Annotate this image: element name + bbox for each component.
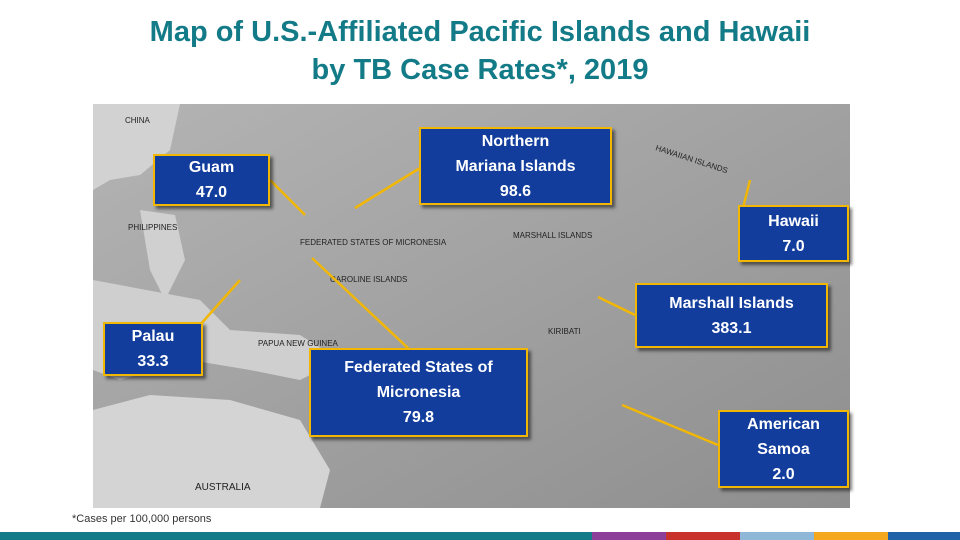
map-label: CHINA [125,116,151,125]
callout: Federated States of Micronesia 79.8 [309,348,528,437]
callout-rate: 7.0 [782,237,805,255]
leader-line [597,295,636,317]
callout-rate: 47.0 [195,184,228,201]
callout: Northern Mariana Islands 98.6 [419,127,612,205]
stripe [592,532,666,540]
land [93,104,180,190]
stripe [888,532,960,540]
callout: American Samoa 2.0 [718,410,849,488]
callout-name: Northern Mariana Islands [455,132,576,175]
map-label: MARSHALL ISLANDS [513,231,592,240]
map-label: PAPUA NEW GUINEA [258,339,339,348]
map-label: KIRIBATI [548,327,581,336]
stripe [740,532,814,540]
leaders [199,166,752,447]
callout: Marshall Islands 383.1 [635,283,828,348]
callout-name: Federated States of Micronesia [344,359,493,401]
callout-rate: 2.0 [772,465,795,483]
callout: Hawaii 7.0 [738,205,849,262]
land [93,395,330,508]
map-label: CAROLINE ISLANDS [330,275,407,284]
callout: Palau 33.3 [103,322,203,376]
callout-name: Hawaii [768,212,819,230]
map-label: FEDERATED STATES OF MICRONESIA [300,238,447,247]
leader-line [269,179,306,216]
callout-rate: 383.1 [711,319,752,337]
land [140,210,185,300]
leader-line [199,279,241,326]
title: Map of U.S.-Affiliated Pacific Islands a… [149,16,811,48]
map-label: PHILIPPINES [128,223,177,232]
footnote: *Cases per 100,000 persons [72,513,212,525]
leader-line [311,257,411,351]
leader-line [354,166,421,210]
callout-name: American Samoa [747,415,820,458]
leader-line [621,403,719,447]
callout-name: Guam [188,159,235,176]
stripe [814,532,888,540]
callout-rate: 98.6 [499,182,532,200]
callout-name: Palau [131,328,175,345]
callout-rate: 79.8 [402,409,435,426]
callout: Guam 47.0 [153,154,270,206]
callout-name: Marshall Islands [669,294,794,312]
callout-rate: 33.3 [137,353,169,370]
stripe [0,532,592,540]
stripe [666,532,740,540]
title: by TB Case Rates*, 2019 [311,54,649,86]
map-label: AUSTRALIA [195,482,251,493]
